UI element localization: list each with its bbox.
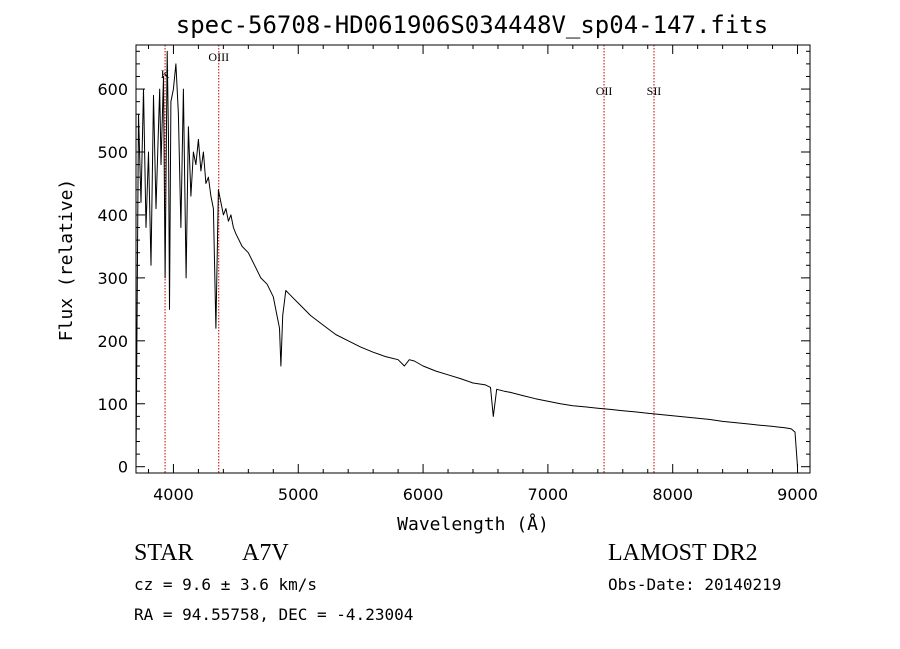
- reference-line-label: K: [161, 67, 170, 81]
- reference-lines: K OIII OII SII: [161, 45, 662, 473]
- velocity-text: cz = 9.6 ± 3.6 km/s: [134, 575, 317, 594]
- x-tick-label: 7000: [528, 485, 569, 504]
- survey-label: LAMOST DR2: [608, 540, 758, 566]
- coordinates-text: RA = 94.55758, DEC = -4.23004: [134, 605, 413, 624]
- y-tick-label: 0: [118, 458, 128, 477]
- x-tick-label: 8000: [652, 485, 693, 504]
- spectrum-line: [135, 50, 798, 467]
- chart-title: spec-56708-HD061906S034448V_sp04-147.fit…: [176, 11, 768, 39]
- subclass-label: A7V: [242, 540, 289, 566]
- y-axis-ticks: 0 100 200 300 400 500 600: [97, 50, 810, 477]
- x-tick-label: 9000: [777, 485, 818, 504]
- x-axis-label: Wavelength (Å): [397, 513, 549, 535]
- plot-frame: [135, 44, 811, 474]
- x-tick-label: 5000: [278, 485, 319, 504]
- spectrum-series: [135, 50, 798, 467]
- y-tick-label: 600: [97, 80, 128, 99]
- x-axis-ticks: 4000 5000 6000 7000 8000 9000: [147, 45, 818, 504]
- y-tick-label: 300: [97, 269, 128, 288]
- y-tick-label: 500: [97, 143, 128, 162]
- y-axis-label: Flux (relative): [56, 179, 77, 342]
- y-tick-label: 400: [97, 206, 128, 225]
- y-tick-label: 100: [97, 395, 128, 414]
- class-label: STAR: [134, 540, 193, 566]
- x-tick-label: 4000: [153, 485, 194, 504]
- obs-date-text: Obs-Date: 20140219: [608, 575, 781, 594]
- y-tick-label: 200: [97, 332, 128, 351]
- reference-line-label: OII: [596, 84, 613, 98]
- reference-line-label: OIII: [208, 50, 229, 64]
- x-tick-label: 6000: [403, 485, 444, 504]
- reference-line-label: SII: [647, 84, 662, 98]
